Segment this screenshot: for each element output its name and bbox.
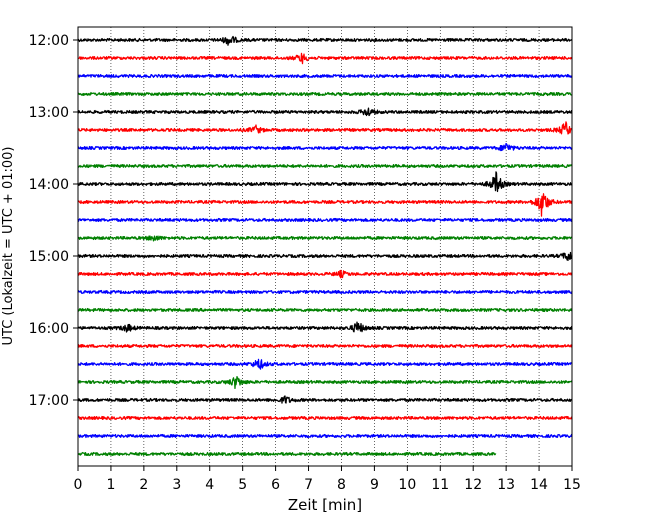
y-tick-label: 14:00 <box>29 177 69 193</box>
seismic-trace <box>77 235 573 242</box>
seismic-trace <box>77 433 573 439</box>
seismic-trace <box>77 52 573 65</box>
x-tick-label: 9 <box>370 477 379 493</box>
seismic-trace <box>77 307 573 313</box>
x-tick-label: 6 <box>271 477 280 493</box>
seismic-trace <box>77 163 573 169</box>
x-tick-label: 3 <box>172 477 181 493</box>
seismic-trace <box>77 251 573 262</box>
x-axis-label: Zeit [min] <box>288 496 362 514</box>
x-tick-label: 2 <box>139 477 148 493</box>
y-tick-label: 12:00 <box>29 33 69 49</box>
x-tick-label: 4 <box>205 477 214 493</box>
x-tick-label: 13 <box>497 477 515 493</box>
x-tick-label: 8 <box>337 477 346 493</box>
y-axis: 12:00 13:00 14:00 15:00 16:00 17:00 <box>29 33 78 409</box>
seismic-trace <box>77 343 573 349</box>
x-tick-label: 14 <box>530 477 548 493</box>
trace-group <box>77 35 573 457</box>
seismic-trace <box>77 289 573 295</box>
x-tick-label: 5 <box>238 477 247 493</box>
y-tick-label: 17:00 <box>29 393 69 409</box>
x-tick-label: 0 <box>74 477 83 493</box>
x-tick-label: 7 <box>304 477 313 493</box>
seismic-trace <box>77 142 573 152</box>
vertical-grid <box>110 27 540 466</box>
y-tick-label: 15:00 <box>29 249 69 265</box>
y-axis-label: UTC (Lokalzeit = UTC + 01:00) <box>1 147 16 346</box>
seismic-trace <box>77 193 573 217</box>
x-tick-label: 11 <box>431 477 449 493</box>
seismic-trace <box>77 358 573 370</box>
x-tick-label: 10 <box>398 477 416 493</box>
x-tick-label: 12 <box>464 477 482 493</box>
seismic-trace <box>77 35 573 46</box>
seismic-trace <box>77 171 573 193</box>
seismic-trace <box>77 121 573 135</box>
seismic-trace <box>77 91 573 97</box>
plot-frame <box>77 26 573 467</box>
seismic-trace <box>77 395 573 404</box>
seismic-trace <box>77 451 497 457</box>
y-tick-label: 16:00 <box>29 321 69 337</box>
x-tick-label: 15 <box>563 477 581 493</box>
seismic-trace <box>77 73 573 79</box>
x-tick-label: 1 <box>106 477 115 493</box>
seismic-trace <box>77 321 573 333</box>
x-axis: 0 1 2 3 4 5 6 7 8 9 10 11 12 13 14 15 <box>74 466 581 493</box>
y-tick-label: 13:00 <box>29 105 69 121</box>
seismic-trace <box>77 415 573 421</box>
seismic-trace <box>77 269 573 279</box>
seismic-trace <box>77 107 573 117</box>
seismic-trace <box>77 375 573 390</box>
seismic-trace <box>77 217 573 223</box>
